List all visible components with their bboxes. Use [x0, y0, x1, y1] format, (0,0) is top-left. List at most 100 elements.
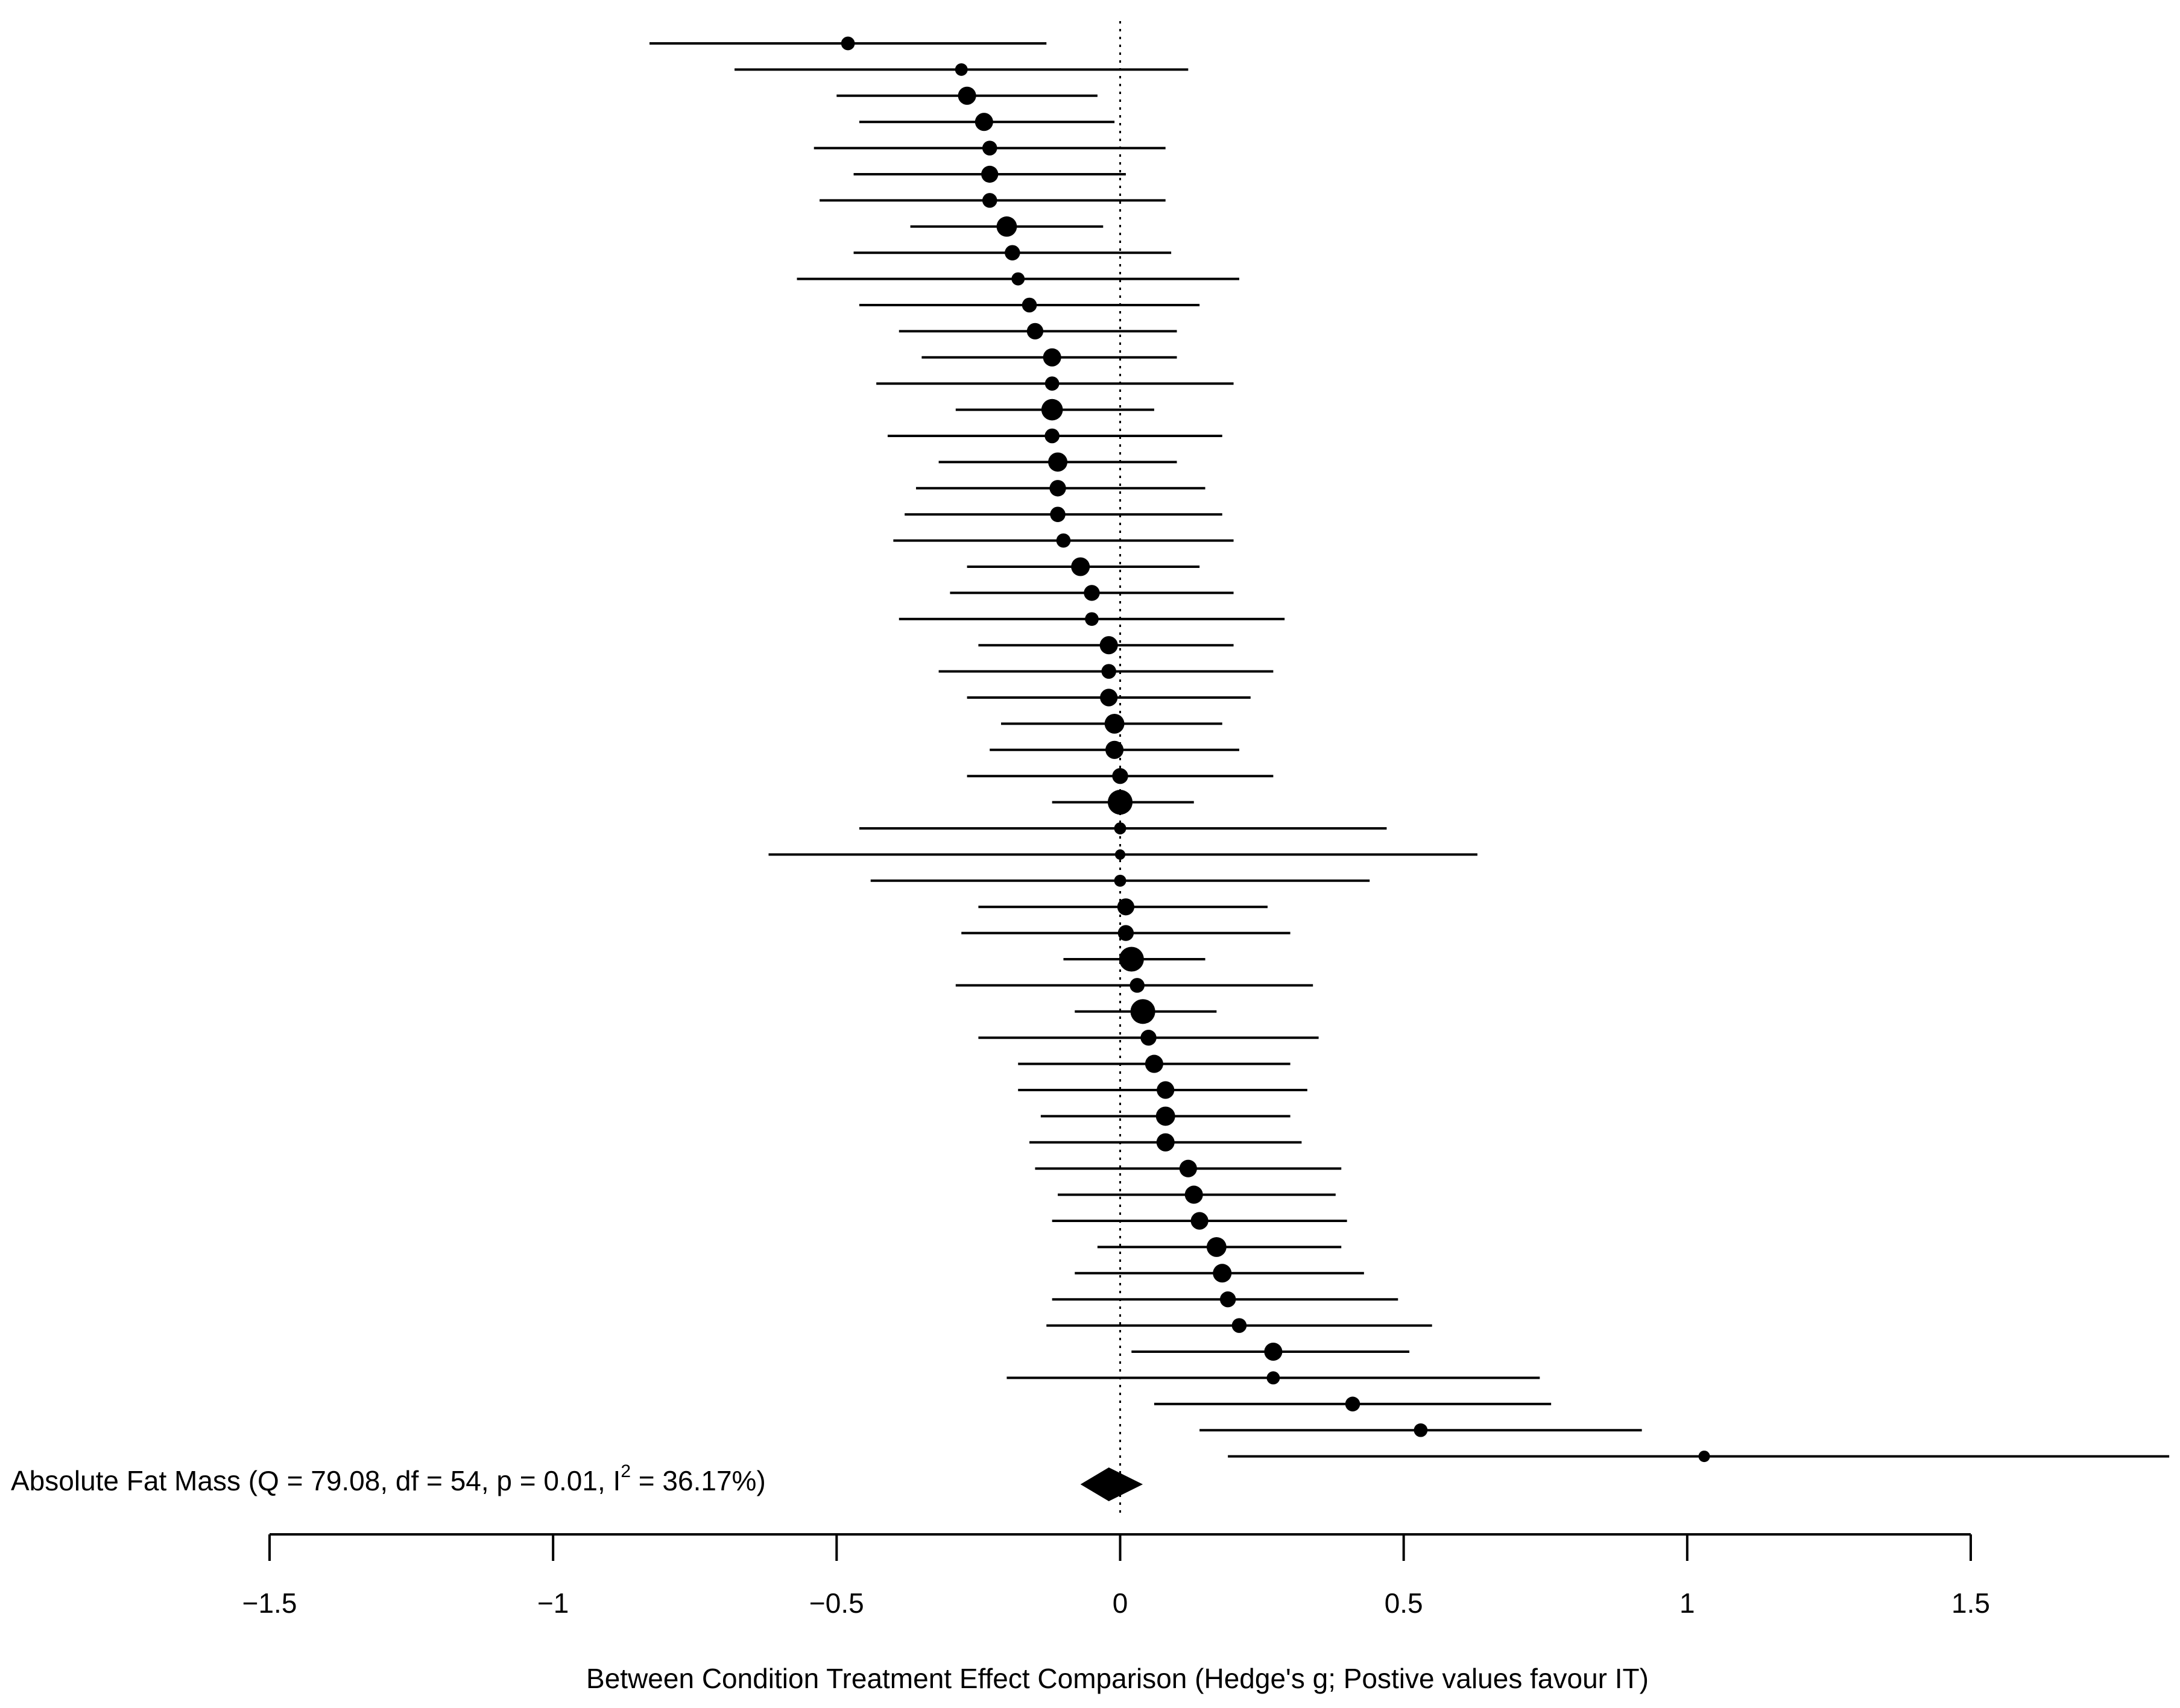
study-point	[1119, 947, 1144, 972]
study-point	[1266, 1371, 1280, 1385]
study-row	[1058, 1185, 1336, 1204]
study-point	[1264, 1342, 1283, 1361]
study-point	[1157, 1081, 1175, 1099]
study-point	[1099, 636, 1118, 655]
summary-label-main: Absolute Fat Mass (Q = 79.08, df = 54, p…	[11, 1465, 621, 1496]
study-point	[996, 216, 1017, 237]
x-tick-label: 1	[1679, 1587, 1695, 1619]
study-row	[1052, 1212, 1347, 1230]
study-row	[1018, 1054, 1291, 1073]
study-point	[1155, 1106, 1175, 1126]
x-tick-label: −0.5	[809, 1587, 864, 1619]
study-point	[1130, 999, 1155, 1024]
study-row	[910, 216, 1104, 237]
study-point	[841, 36, 855, 51]
study-point	[1114, 874, 1126, 887]
study-row	[1075, 999, 1217, 1024]
x-tick-label: 1.5	[1951, 1587, 1990, 1619]
study-row	[938, 664, 1274, 679]
study-point	[1044, 376, 1060, 391]
study-row	[978, 636, 1234, 655]
study-point	[1179, 1159, 1197, 1177]
study-row	[915, 480, 1205, 497]
study-row	[1131, 1342, 1410, 1361]
study-row	[978, 898, 1268, 916]
study-row	[1040, 1106, 1291, 1126]
study-point	[981, 165, 999, 183]
study-point	[982, 140, 997, 156]
study-row	[967, 768, 1274, 784]
study-point	[1117, 925, 1134, 941]
study-row	[899, 323, 1177, 340]
study-point	[1206, 1237, 1227, 1257]
study-point	[1184, 1185, 1203, 1204]
study-row	[1097, 1237, 1342, 1257]
study-row	[870, 874, 1370, 887]
study-row	[859, 297, 1200, 313]
x-tick-label: −1.5	[242, 1587, 297, 1619]
study-row	[961, 925, 1291, 941]
study-point	[1129, 978, 1145, 993]
study-row	[859, 113, 1115, 131]
study-row	[1075, 1264, 1364, 1283]
study-row	[1006, 1371, 1540, 1385]
x-tick-label: 0	[1113, 1587, 1128, 1619]
study-point	[1050, 506, 1066, 522]
study-row	[859, 822, 1387, 834]
study-row	[1052, 790, 1194, 815]
study-row	[978, 1030, 1319, 1046]
study-row	[905, 506, 1222, 522]
study-row	[1063, 947, 1205, 972]
study-point	[1041, 399, 1063, 421]
study-point	[1049, 480, 1066, 497]
study-point	[1231, 1318, 1247, 1333]
summary-label-sup: 2	[621, 1461, 631, 1481]
study-row	[836, 86, 1098, 105]
study-point	[1190, 1212, 1208, 1230]
study-point	[1213, 1264, 1232, 1283]
study-point	[1105, 740, 1124, 759]
study-row	[887, 428, 1222, 444]
study-point	[1345, 1396, 1360, 1412]
study-row	[1052, 1291, 1398, 1308]
study-row	[921, 348, 1177, 367]
study-point	[1219, 1291, 1236, 1308]
study-point	[1107, 790, 1133, 815]
study-point	[1145, 1054, 1163, 1073]
study-row	[1029, 1133, 1302, 1152]
study-point	[1112, 768, 1128, 784]
study-row	[899, 612, 1285, 626]
study-row	[950, 585, 1234, 601]
study-row	[1018, 1081, 1307, 1099]
study-row	[853, 165, 1126, 183]
study-point	[1698, 1451, 1710, 1463]
study-row	[955, 978, 1313, 993]
study-point	[982, 193, 997, 208]
study-point	[1026, 323, 1044, 340]
study-rows	[649, 36, 2170, 1463]
study-point	[1084, 585, 1100, 601]
study-row	[893, 533, 1234, 548]
study-point	[1071, 557, 1090, 576]
study-row	[1046, 1318, 1432, 1333]
study-row	[990, 740, 1239, 759]
study-point	[1114, 822, 1126, 834]
study-point	[1117, 898, 1135, 916]
study-row	[876, 376, 1234, 391]
study-point	[1011, 272, 1025, 286]
study-point	[1044, 428, 1060, 444]
study-row	[797, 272, 1239, 286]
study-row	[649, 36, 1047, 51]
study-row	[768, 849, 1477, 860]
study-point	[1100, 689, 1118, 707]
study-row	[1199, 1423, 1642, 1437]
summary-row: Absolute Fat Mass (Q = 79.08, df = 54, p…	[11, 1461, 1143, 1501]
x-tick-label: 0.5	[1385, 1587, 1423, 1619]
study-point	[1048, 452, 1068, 472]
study-point	[1043, 348, 1061, 367]
x-axis: −1.5 −1 −0.5 0 0.5 1 1.5	[242, 1533, 1990, 1619]
study-point	[1005, 245, 1020, 260]
study-row	[1154, 1396, 1552, 1412]
study-point	[1414, 1423, 1428, 1437]
study-row	[735, 63, 1189, 76]
